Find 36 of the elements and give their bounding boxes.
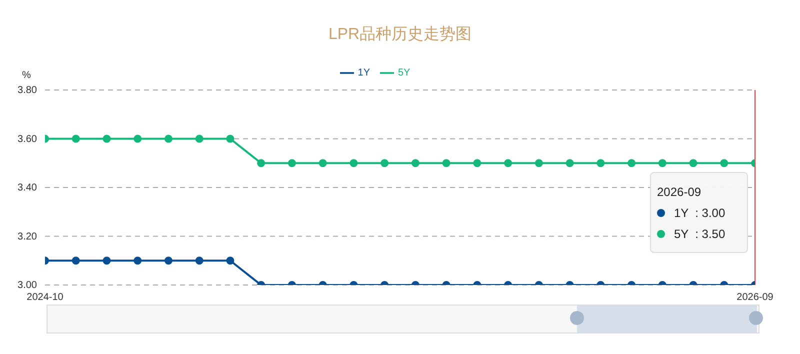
point <box>195 134 204 143</box>
point <box>658 159 666 168</box>
point <box>72 134 80 143</box>
y-tick-label: 3.60 <box>18 134 38 145</box>
y-tick-label: 3.20 <box>18 231 38 242</box>
point <box>534 159 543 168</box>
point <box>318 159 327 168</box>
point <box>411 159 420 168</box>
x-tick-label: 2024-10 <box>26 292 64 304</box>
point <box>628 159 636 168</box>
point <box>689 159 698 168</box>
legend-label: 5Y <box>398 68 410 79</box>
point <box>504 159 512 168</box>
point <box>134 134 142 143</box>
point <box>288 159 296 168</box>
point <box>164 134 172 143</box>
point <box>102 134 111 143</box>
annotation: 2026-09 <box>657 184 702 198</box>
point <box>720 159 728 168</box>
legend-label: 1Y <box>358 68 370 79</box>
point <box>473 159 482 168</box>
point <box>226 134 234 143</box>
annotation: 1Y : 3.00 <box>674 206 726 220</box>
point <box>350 159 358 168</box>
y-tick-label: 3.40 <box>18 182 38 194</box>
point <box>380 159 389 168</box>
y-tick-label: 3.00 <box>18 280 38 291</box>
annotation: 5Y : 3.50 <box>674 226 726 240</box>
point <box>596 159 605 168</box>
chart-title: LPR品种历史走势图 <box>327 24 473 45</box>
point <box>257 159 266 168</box>
y-tick-label: 3.80 <box>18 85 38 96</box>
y-axis-title: % <box>22 70 31 81</box>
point <box>566 159 574 168</box>
tooltip-box: 2026-09 1Y : 3.00 5Y : 3.50 <box>650 172 748 253</box>
point <box>442 159 450 168</box>
